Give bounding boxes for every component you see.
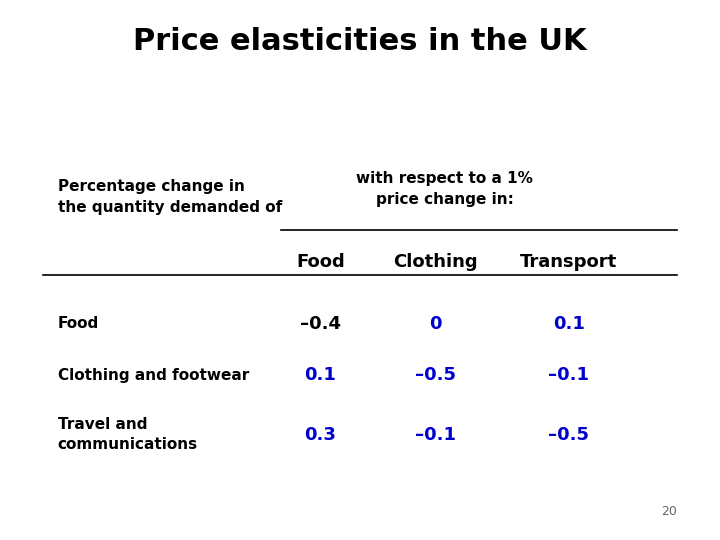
Text: with respect to a 1%
price change in:: with respect to a 1% price change in: [356, 171, 533, 207]
Text: Food: Food [58, 316, 99, 332]
Text: 0.3: 0.3 [305, 426, 336, 444]
Text: Price elasticities in the UK: Price elasticities in the UK [133, 27, 587, 56]
Text: 0: 0 [429, 315, 442, 333]
Text: 0.1: 0.1 [305, 366, 336, 384]
Text: 20: 20 [661, 505, 677, 518]
Text: Transport: Transport [520, 253, 618, 271]
Text: Food: Food [296, 253, 345, 271]
Text: 0.1: 0.1 [553, 315, 585, 333]
Text: –0.5: –0.5 [549, 426, 589, 444]
Text: Clothing: Clothing [393, 253, 478, 271]
Text: –0.4: –0.4 [300, 315, 341, 333]
Text: –0.1: –0.1 [415, 426, 456, 444]
Text: –0.5: –0.5 [415, 366, 456, 384]
Text: Percentage change in
the quantity demanded of: Percentage change in the quantity demand… [58, 179, 282, 215]
Text: Travel and
communications: Travel and communications [58, 417, 198, 452]
Text: –0.1: –0.1 [549, 366, 589, 384]
Text: Clothing and footwear: Clothing and footwear [58, 368, 249, 383]
